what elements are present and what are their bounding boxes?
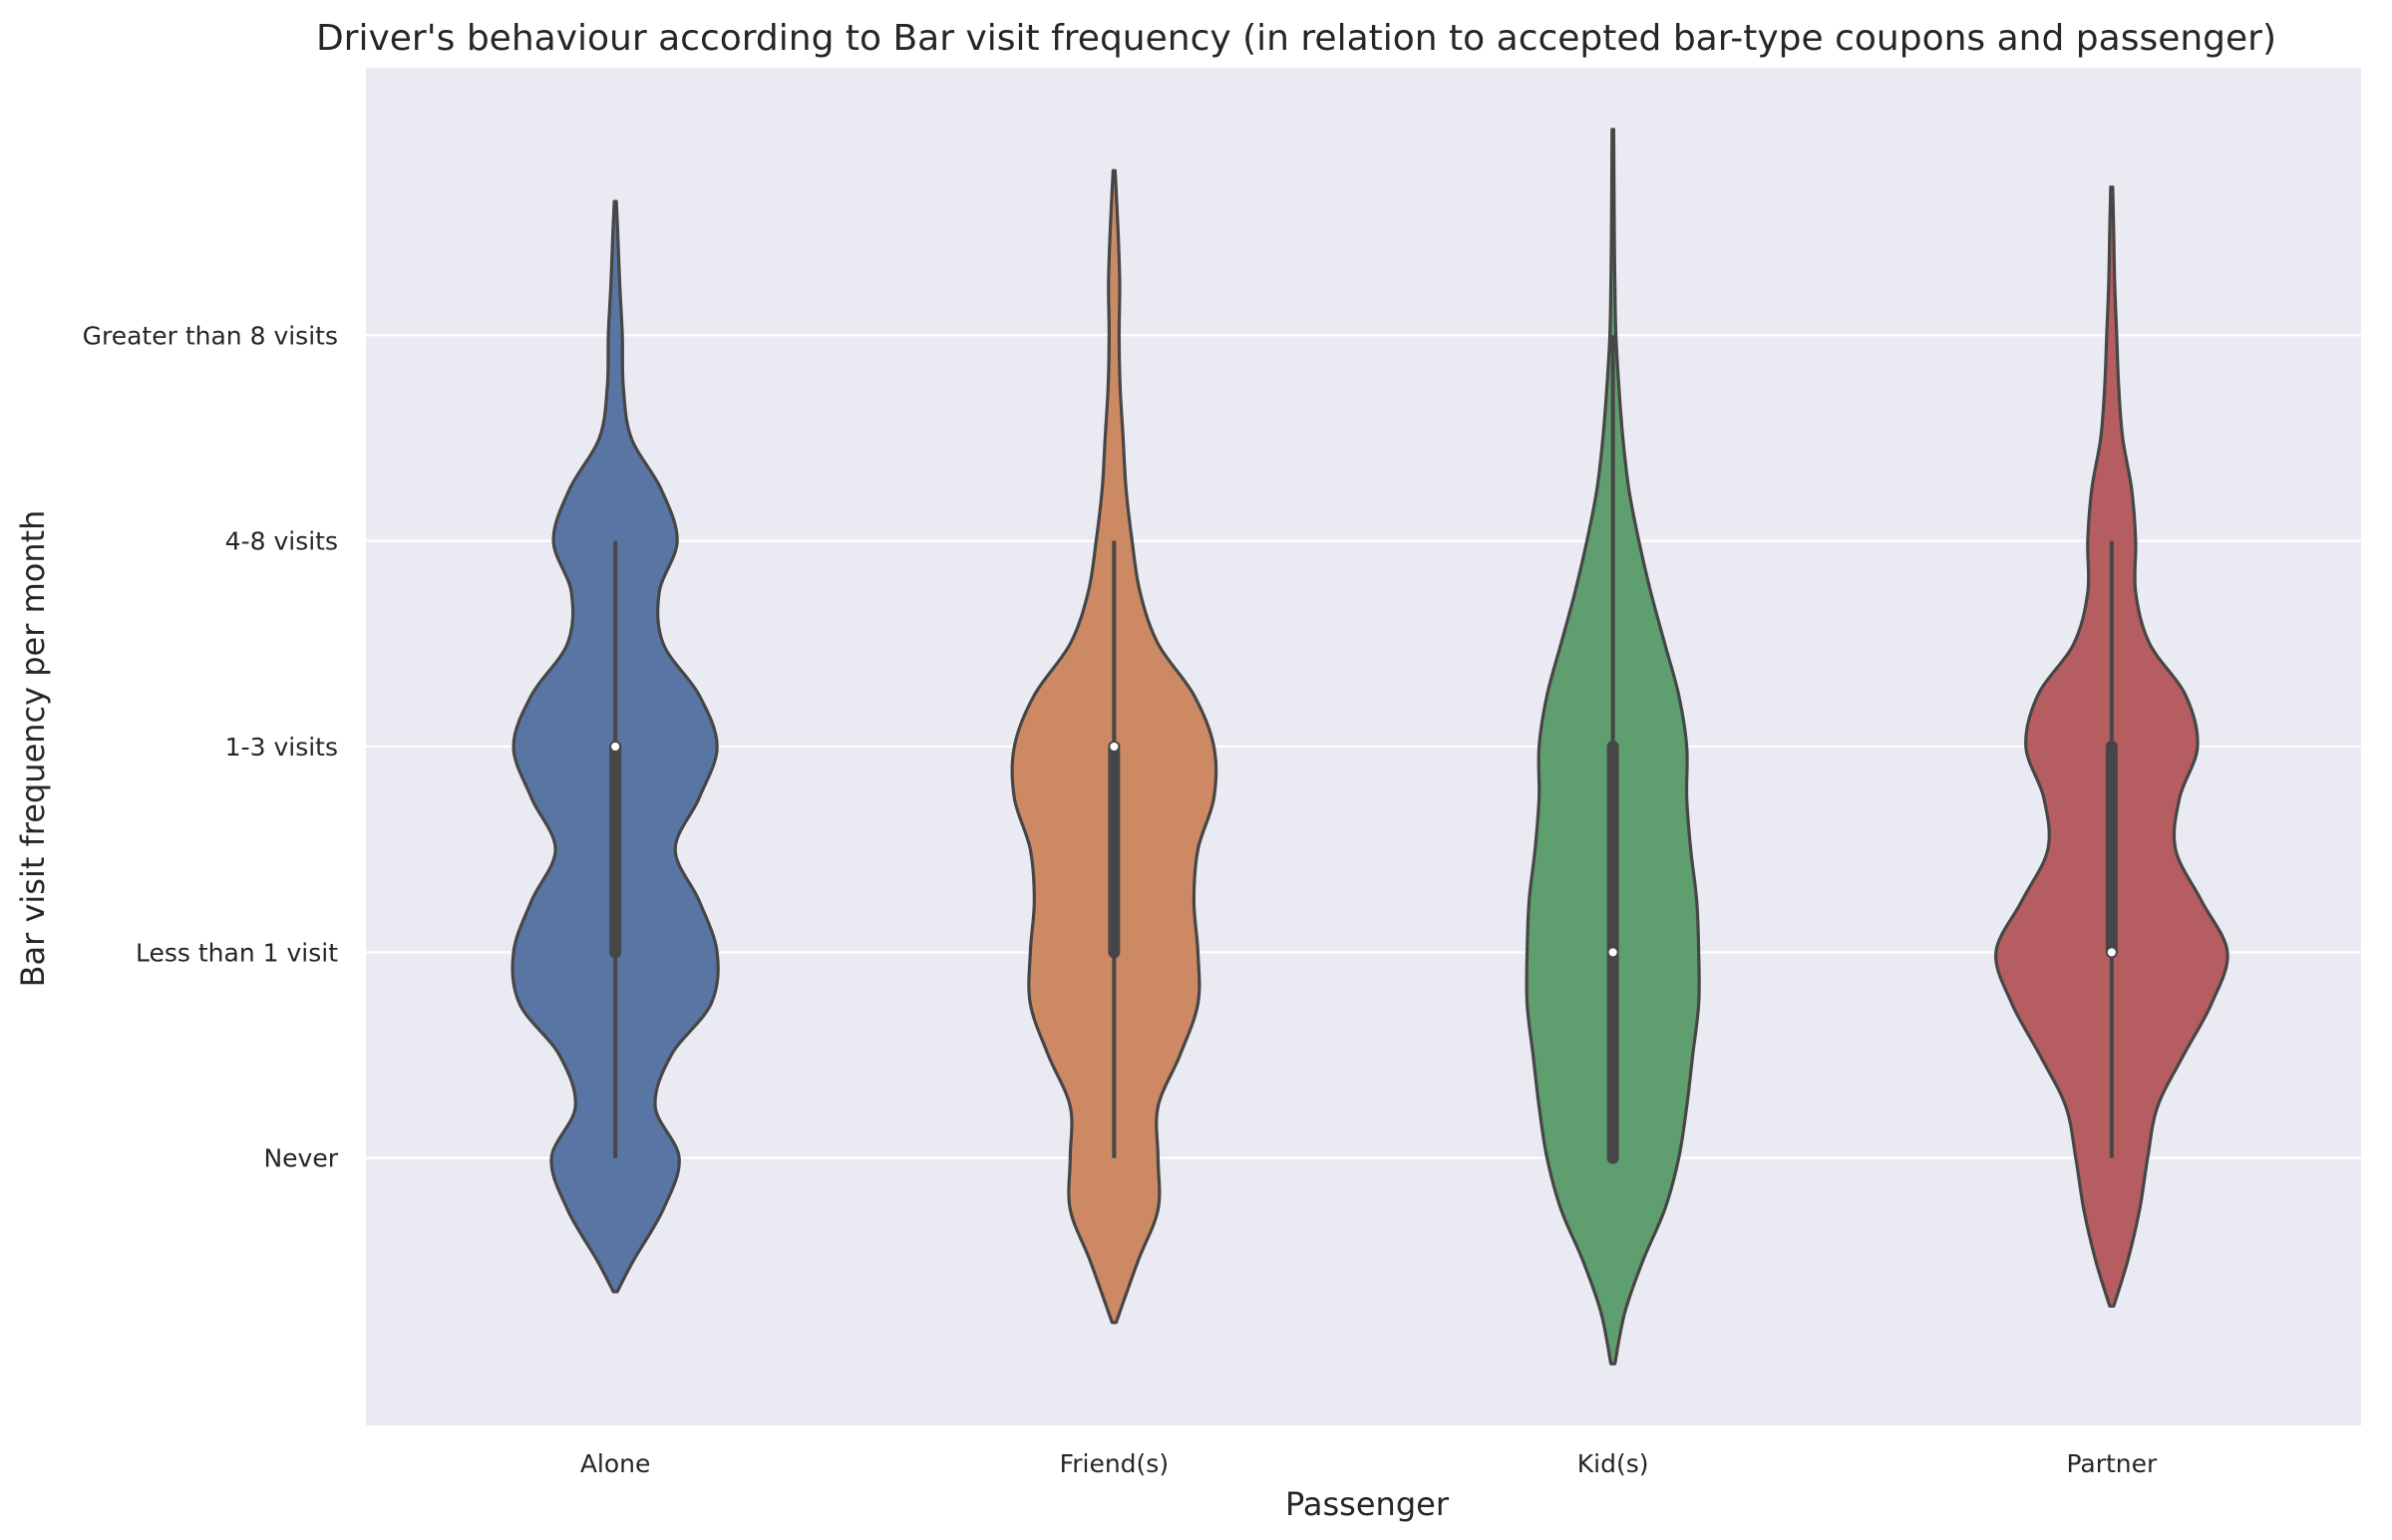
violin-median-partner [2107,948,2116,957]
x-tick-kid-s: Kid(s) [1577,1449,1649,1478]
violin-iqr-box-alone [609,741,622,959]
chart-title: Driver's behaviour according to Bar visi… [316,18,2276,59]
y-tick-1-3-visits: 1-3 visits [225,733,338,762]
y-tick-labels: Never Less than 1 visit 1-3 visits 4-8 visi… [83,321,339,1172]
y-tick-less-than-1-visit: Less than 1 visit [136,938,338,967]
x-tick-partner: Partner [2066,1449,2158,1478]
violin-kid-s [1525,128,1701,1366]
violin-iqr-box-friend-s [1108,741,1121,959]
y-tick-never: Never [263,1144,338,1173]
violin-friend-s [1010,168,1218,1325]
x-tick-friend-s: Friend(s) [1060,1449,1169,1478]
y-tick-4-8-visits: 4-8 visits [225,527,338,556]
violins [511,128,2229,1366]
x-tick-alone: Alone [580,1449,651,1478]
x-tick-labels: Alone Friend(s) Kid(s) Partner [580,1449,2158,1478]
violin-alone [511,199,720,1294]
violin-median-friend-s [1110,743,1119,751]
y-axis-label: Bar visit frequency per month [14,510,52,988]
x-axis-label: Passenger [1285,1485,1450,1523]
violin-iqr-box-partner [2105,741,2118,959]
y-tick-greater-than-8-visits: Greater than 8 visits [83,321,338,350]
violin-median-kid-s [1608,948,1617,957]
violin-partner [1994,185,2229,1308]
violin-median-alone [611,743,620,751]
